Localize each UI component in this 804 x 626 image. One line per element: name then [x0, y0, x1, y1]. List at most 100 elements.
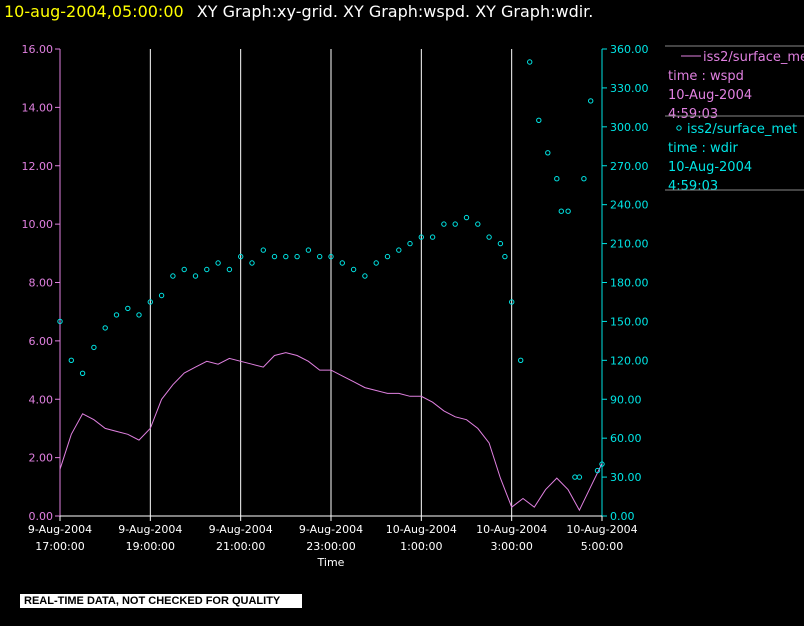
left-tick-label: 0.00 [29, 510, 54, 523]
x-tick-date-label: 9-Aug-2004 [209, 523, 273, 536]
legend-wdir-text: time : wdir [668, 141, 739, 156]
wdir-data-point [558, 208, 564, 214]
legend-wdir-swatch [676, 125, 682, 131]
wdir-data-point [204, 266, 210, 273]
right-tick-label: 30.00 [610, 471, 642, 484]
wdir-data-point [518, 357, 524, 363]
left-tick-label: 4.00 [29, 393, 54, 406]
legend-wdir-text: iss2/surface_met [687, 122, 797, 137]
left-tick-label: 12.00 [22, 160, 54, 173]
x-tick-time-label: 19:00:00 [126, 540, 175, 553]
wdir-data-point [576, 474, 583, 480]
wdir-data-point [384, 253, 391, 260]
wdir-data-point [79, 370, 86, 376]
wspd-series-line [59, 352, 603, 512]
left-tick-label: 6.00 [29, 335, 54, 348]
x-tick-time-label: 17:00:00 [35, 540, 84, 553]
right-tick-label: 0.00 [610, 510, 635, 523]
wdir-data-point [249, 260, 255, 266]
wdir-data-point [91, 344, 97, 351]
x-tick-time-label: 21:00:00 [216, 540, 265, 553]
legend-wdir-text: 4:59:03 [668, 179, 718, 194]
wdir-data-point [407, 240, 413, 247]
right-tick-label: 300.00 [610, 121, 649, 134]
chart-header: 10-aug-2004,05:00:00 XY Graph:xy-grid. X… [4, 2, 593, 21]
x-tick-date-label: 9-Aug-2004 [118, 523, 182, 536]
wdir-data-point [181, 266, 187, 273]
wdir-data-point [317, 253, 323, 260]
header-time: 10-aug-2004,05:00:00 [4, 2, 184, 21]
wdir-data-point [158, 292, 165, 299]
wdir-data-point [594, 467, 601, 474]
wdir-data-point [509, 299, 515, 305]
wdir-data-point [113, 312, 120, 318]
wdir-data-point [125, 305, 131, 312]
x-tick-date-label: 10-Aug-2004 [566, 523, 637, 536]
wdir-data-point [136, 312, 142, 318]
x-tick-date-label: 10-Aug-2004 [476, 523, 547, 536]
wdir-data-point [441, 221, 447, 227]
legend-wdir-text: 10-Aug-2004 [668, 160, 752, 175]
axis-layer: 0.00 2.00 4.00 6.00 8.00 10.00 12.00 14.00 16.00… [22, 43, 649, 569]
right-tick-label: 210.00 [610, 238, 649, 251]
wdir-data-point [545, 150, 551, 156]
wdir-data-point [588, 98, 594, 104]
wdir-data-point [170, 273, 176, 279]
wdir-data-point [294, 253, 300, 260]
right-tick-label: 180.00 [610, 277, 649, 290]
x-axis-label: Time [317, 556, 345, 569]
x-tick-time-label: 3:00:00 [490, 540, 532, 553]
right-tick-label: 150.00 [610, 315, 649, 328]
right-tick-label: 240.00 [610, 199, 649, 212]
wdir-data-point [215, 260, 221, 266]
series-layer [57, 59, 605, 512]
x-tick-date-label: 10-Aug-2004 [386, 523, 457, 536]
wdir-data-point [475, 221, 481, 227]
left-tick-label: 2.00 [29, 452, 54, 465]
wdir-data-point [527, 59, 533, 65]
wdir-data-point [226, 266, 233, 273]
wdir-data-point [565, 208, 571, 214]
x-tick-time-label: 5:00:00 [581, 540, 623, 553]
wdir-data-point [283, 253, 289, 260]
legend-wspd-text: iss2/surface_met [703, 50, 804, 65]
wdir-data-point [350, 266, 357, 273]
wdir-data-point [554, 176, 560, 182]
legend-wspd-text: 4:59:03 [668, 107, 718, 122]
left-tick-label: 16.00 [22, 43, 54, 56]
right-tick-label: 330.00 [610, 82, 649, 95]
wdir-data-point [581, 176, 587, 182]
wdir-data-point [362, 273, 368, 279]
wdir-data-point [57, 318, 63, 325]
wdir-data-point [572, 474, 578, 480]
right-tick-label: 90.00 [610, 393, 642, 406]
wdir-data-point [396, 247, 402, 253]
wdir-data-point [486, 234, 492, 240]
legend-wspd-text: 10-Aug-2004 [668, 88, 752, 103]
wdir-data-point [418, 234, 424, 240]
wdir-data-point [339, 260, 345, 266]
right-tick-label: 60.00 [610, 432, 642, 445]
wdir-data-point [147, 299, 154, 305]
wdir-data-point [192, 273, 199, 279]
wdir-data-point [536, 117, 542, 124]
wdir-data-point [599, 461, 605, 467]
left-tick-label: 10.00 [22, 218, 54, 231]
x-tick-date-label: 9-Aug-2004 [299, 523, 363, 536]
wdir-data-point [68, 357, 75, 363]
legend-wspd-text: time : wspd [668, 69, 744, 84]
wdir-data-point [305, 247, 312, 253]
wdir-data-point [429, 234, 436, 240]
header-title: XY Graph:xy-grid. XY Graph:wspd. XY Grap… [196, 2, 594, 21]
data-quality-disclaimer: REAL-TIME DATA, NOT CHECKED FOR QUALITY [20, 594, 302, 608]
wdir-data-point [238, 253, 244, 260]
left-tick-label: 8.00 [29, 277, 54, 290]
wdir-data-point [271, 253, 278, 260]
right-tick-label: 120.00 [610, 354, 649, 367]
wdir-data-point [502, 253, 508, 260]
wdir-data-point [102, 325, 108, 331]
wdir-data-point [497, 240, 504, 247]
x-tick-time-label: 1:00:00 [400, 540, 442, 553]
